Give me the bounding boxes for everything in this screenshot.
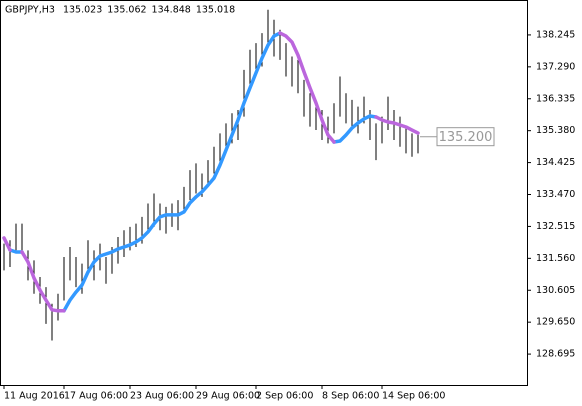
ohlc-value: 134.848 [152, 5, 191, 16]
indicator-line [374, 115, 420, 135]
indicator-line [8, 248, 24, 254]
y-tick-label: 134.425 [536, 157, 575, 168]
indicator-line [332, 114, 378, 144]
y-tick-label: 130.605 [536, 285, 575, 296]
x-tick-label: 14 Sep 06:00 [382, 391, 445, 402]
price-label: 135.200 [439, 130, 493, 145]
y-tick-label: 135.380 [536, 125, 575, 136]
y-tick-label: 131.560 [536, 253, 575, 264]
x-tick-label: 11 Aug 2016 [4, 391, 65, 402]
x-tick-label: 8 Sep 06:00 [322, 391, 379, 402]
y-tick-label: 138.245 [536, 29, 575, 40]
symbol: GBPJPY,H3 [5, 5, 55, 16]
x-tick-label: 23 Aug 06:00 [130, 391, 194, 402]
ohlc-value: 135.018 [196, 5, 235, 16]
y-tick-label: 137.290 [536, 61, 575, 72]
y-tick-label: 136.335 [536, 93, 575, 104]
x-tick-label: 2 Sep 06:00 [256, 391, 313, 402]
x-tick-label: 17 Aug 06:00 [64, 391, 128, 402]
indicator-line [2, 236, 12, 252]
indicator-line [278, 31, 336, 144]
price-box [436, 127, 495, 147]
y-tick-label: 129.650 [536, 317, 575, 328]
ohlc-value: 135.023 [63, 5, 102, 16]
y-tick-label: 132.515 [536, 221, 575, 232]
indicator-line [20, 250, 66, 313]
y-tick-label: 128.695 [536, 349, 575, 360]
y-tick-label: 133.470 [536, 189, 575, 200]
indicator-line [62, 31, 282, 313]
x-tick-label: 29 Aug 06:00 [196, 391, 260, 402]
plot-frame [0, 0, 528, 386]
ohlc-value: 135.062 [107, 5, 146, 16]
